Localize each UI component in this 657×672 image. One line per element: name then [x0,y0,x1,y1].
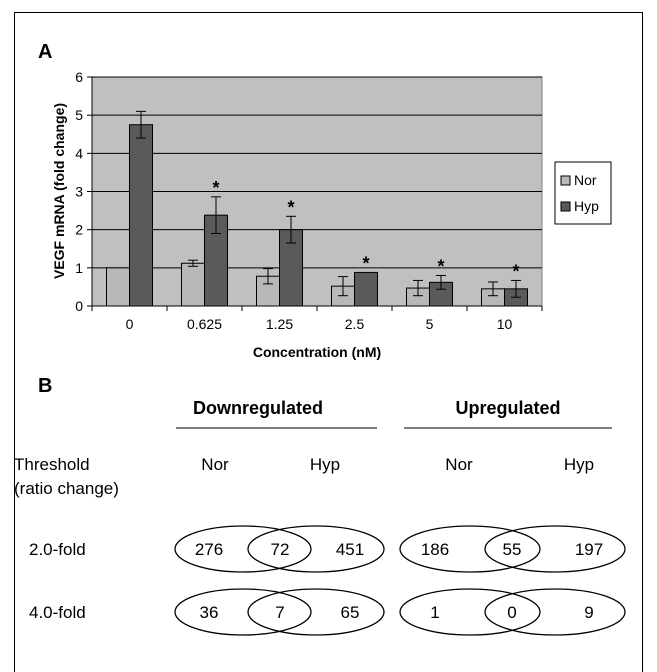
bars-group: * * * * * [106,110,528,307]
downregulated-header: Downregulated [193,398,323,418]
venn-down-2fold-hyp-count: 451 [336,540,364,559]
venn-up-4fold-nor [399,588,541,636]
row-label-4fold: 4.0-fold [29,603,86,622]
venn-up-4fold-hyp-count: 9 [584,603,593,622]
panel-a-label: A [38,41,52,63]
venn-down-2fold-hyp [247,525,385,573]
y-tick-label: 4 [75,145,83,161]
axes-group: 0 1 2 3 4 5 6 0 0.625 1.25 2.5 5 10 [75,69,543,332]
venn-up-2fold-hyp [484,525,626,573]
significance-marker: * [437,256,444,276]
venn-down-2fold-both-count: 72 [271,540,290,559]
venn-down-4fold-hyp-count: 65 [341,603,360,622]
y-tick-label: 1 [75,260,83,276]
significance-marker: * [212,178,219,198]
y-tick-label: 0 [75,298,83,314]
venn-up-2fold-both-count: 55 [503,540,522,559]
y-tick-label: 6 [75,69,83,85]
venn-up-2fold-nor [399,525,541,573]
up-col-hyp: Hyp [564,455,594,474]
venn-down-2fold-nor-count: 276 [195,540,223,559]
legend-box [554,161,612,225]
gridlines [92,76,542,269]
bar-nor [181,262,205,307]
y-tick-label: 3 [75,184,83,200]
bar-hyp [354,271,378,307]
down-col-hyp: Hyp [310,455,340,474]
y-tick-label: 2 [75,222,83,238]
bar-nor [106,267,130,307]
figure-frame [14,12,643,672]
legend-swatch-hyp [560,201,571,212]
legend-label-hyp: Hyp [574,198,599,214]
venn-up-2fold-hyp-count: 197 [575,540,603,559]
venn-down-2fold-nor [174,525,312,573]
x-tick-label: 1.25 [266,316,293,332]
x-tick-label: 0.625 [187,316,222,332]
venn-up-2fold-nor-count: 186 [421,540,449,559]
significance-marker: * [512,261,519,281]
venn-up-4fold-nor-count: 1 [430,603,439,622]
x-tick-label: 0 [126,316,134,332]
threshold-label-line1: Threshold [14,455,90,474]
y-axis-title: VEGF mRNA (fold change) [51,103,67,279]
venn-up-4fold-hyp [484,588,626,636]
upregulated-header: Upregulated [455,398,560,418]
venn-down-4fold-nor-count: 36 [200,603,219,622]
up-col-nor: Nor [445,455,473,474]
bar-hyp [129,124,153,307]
panel-b-label: B [38,375,52,397]
legend-swatch-nor [560,175,571,186]
venn-down-4fold-both-count: 7 [275,603,284,622]
x-tick-label: 10 [497,316,513,332]
threshold-label-line2: (ratio change) [14,479,119,498]
x-axis-title: Concentration (nM) [253,344,381,360]
x-tick-label: 5 [426,316,434,332]
legend: Nor Hyp [554,161,612,225]
legend-label-nor: Nor [574,172,597,188]
x-tick-label: 2.5 [345,316,365,332]
down-col-nor: Nor [201,455,229,474]
y-tick-label: 5 [75,107,83,123]
venn-up-4fold-both-count: 0 [507,603,516,622]
venn-down-4fold-nor [174,588,312,636]
significance-marker: * [362,253,369,273]
significance-marker: * [287,197,294,217]
row-label-2fold: 2.0-fold [29,540,86,559]
venn-down-4fold-hyp [247,588,385,636]
